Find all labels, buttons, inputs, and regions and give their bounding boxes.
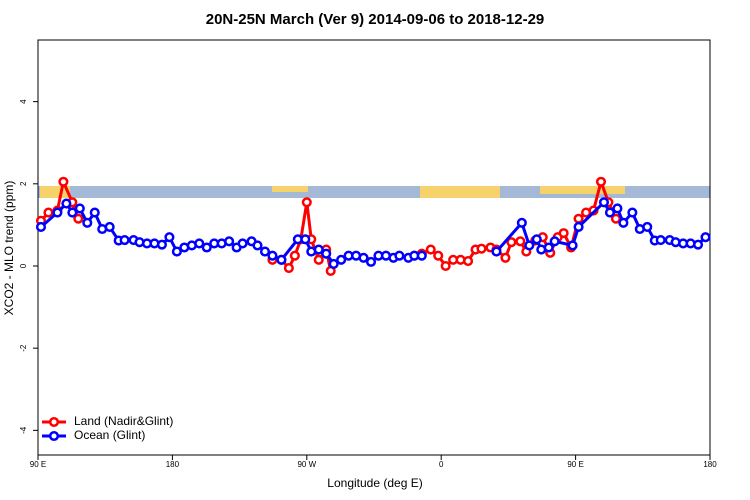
point bbox=[313, 254, 324, 265]
point bbox=[104, 221, 115, 233]
point bbox=[595, 176, 607, 187]
point bbox=[440, 260, 451, 272]
y-axis-label: XCO2 - MLO trend (ppm) bbox=[2, 181, 16, 316]
point bbox=[573, 221, 584, 233]
map-strip bbox=[38, 186, 710, 198]
point bbox=[43, 207, 54, 218]
x-axis-label: Longitude (deg E) bbox=[327, 476, 422, 490]
map-land bbox=[420, 186, 500, 198]
point bbox=[237, 238, 248, 249]
y-tick-label: 2 bbox=[19, 181, 28, 186]
point bbox=[524, 240, 535, 251]
point bbox=[321, 248, 332, 259]
point bbox=[598, 197, 610, 208]
point bbox=[612, 203, 623, 214]
point bbox=[425, 244, 436, 255]
point bbox=[119, 235, 130, 246]
point bbox=[604, 207, 615, 218]
y-tick-label: -2 bbox=[19, 344, 28, 352]
legend-label: Ocean (Glint) bbox=[74, 428, 145, 442]
legend-label: Land (Nadir&Glint) bbox=[74, 414, 173, 428]
x-tick-label: 90 W bbox=[297, 460, 316, 469]
plot-frame bbox=[37, 39, 711, 456]
map-land bbox=[272, 186, 308, 192]
point bbox=[655, 235, 666, 246]
point bbox=[259, 246, 271, 257]
point bbox=[289, 250, 300, 261]
x-tick-label: 180 bbox=[703, 460, 717, 469]
point bbox=[267, 250, 278, 261]
point bbox=[543, 242, 554, 253]
point bbox=[700, 232, 711, 243]
x-tick-label: 90 E bbox=[567, 460, 583, 469]
point bbox=[194, 238, 205, 249]
point bbox=[301, 197, 312, 208]
point bbox=[252, 240, 263, 251]
point bbox=[491, 246, 502, 257]
point bbox=[394, 250, 405, 261]
point bbox=[516, 217, 527, 228]
point bbox=[549, 236, 560, 247]
point bbox=[515, 236, 526, 247]
point bbox=[224, 236, 235, 247]
point bbox=[416, 250, 427, 261]
y-tick-label: 0 bbox=[19, 263, 28, 268]
x-tick-label: 180 bbox=[166, 460, 180, 469]
point bbox=[567, 240, 578, 251]
point bbox=[463, 256, 474, 267]
point bbox=[336, 254, 347, 265]
point bbox=[531, 234, 542, 245]
point bbox=[328, 258, 339, 269]
point bbox=[693, 239, 704, 250]
point bbox=[313, 244, 324, 255]
point bbox=[283, 262, 294, 274]
point bbox=[433, 250, 444, 261]
point bbox=[61, 198, 72, 209]
point bbox=[82, 217, 93, 228]
point bbox=[171, 246, 182, 257]
point bbox=[358, 252, 369, 263]
y-tick-label: -4 bbox=[19, 426, 28, 434]
point bbox=[156, 239, 167, 250]
point bbox=[73, 213, 84, 224]
point bbox=[627, 207, 638, 218]
x-tick-label: 0 bbox=[439, 460, 444, 469]
point bbox=[164, 232, 175, 243]
point bbox=[58, 176, 69, 187]
point bbox=[276, 254, 287, 265]
point bbox=[300, 234, 311, 245]
y-tick-label: 4 bbox=[19, 99, 28, 104]
point bbox=[201, 242, 212, 253]
legend-marker bbox=[48, 416, 60, 428]
chart-title: 20N-25N March (Ver 9) 2014-09-06 to 2018… bbox=[206, 11, 545, 28]
legend-marker bbox=[48, 430, 60, 442]
map-land bbox=[540, 186, 625, 194]
point bbox=[52, 207, 63, 218]
point bbox=[506, 237, 517, 248]
point bbox=[642, 221, 653, 233]
point bbox=[610, 213, 621, 224]
point bbox=[74, 203, 85, 214]
point bbox=[67, 207, 78, 218]
point bbox=[618, 217, 629, 228]
point bbox=[558, 228, 569, 239]
point bbox=[365, 256, 377, 267]
x-tick-label: 90 E bbox=[30, 460, 46, 469]
point bbox=[500, 252, 511, 263]
point bbox=[476, 243, 487, 254]
point bbox=[35, 221, 47, 233]
point bbox=[573, 213, 584, 224]
point bbox=[89, 207, 100, 218]
